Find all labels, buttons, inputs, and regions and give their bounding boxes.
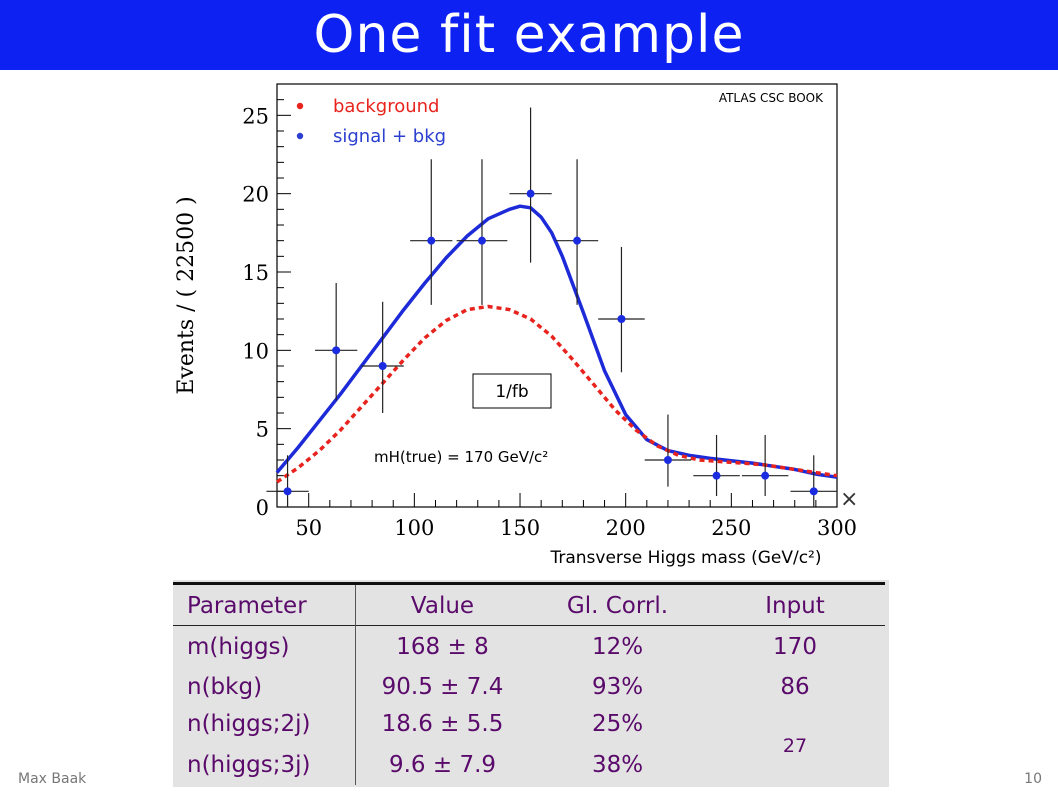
row-correlation: 93% — [591, 674, 644, 700]
x-axis-label: Transverse Higgs mass (GeV/c²) — [549, 548, 821, 568]
row-param: m(higgs) — [187, 634, 290, 660]
true-mass-label: mH(true) = 170 GeV/c² — [374, 448, 548, 466]
data-point — [663, 456, 672, 464]
footer-page-number: 10 — [1024, 771, 1042, 787]
row-value: 9.6 ± 7.9 — [388, 752, 497, 778]
background-curve — [276, 304, 838, 484]
data-point — [427, 236, 436, 245]
y-tick-label: 0 — [256, 496, 269, 520]
luminosity-box — [472, 373, 552, 409]
footer-author: Max Baak — [18, 771, 87, 787]
row-correlation: 25% — [591, 711, 644, 737]
table-header-rule — [173, 625, 885, 626]
row-param: n(bkg) — [187, 674, 263, 700]
y-tick-label: 25 — [242, 104, 269, 128]
y-tick-label: 15 — [242, 261, 269, 285]
data-point — [477, 236, 486, 245]
fit-plot: 0 5 10 15 20 25 50 100 150 200 250 300 Events / ( 22… — [174, 83, 858, 568]
luminosity-label: 1/fb — [495, 382, 528, 402]
row-param: n(higgs;3j) — [187, 752, 311, 778]
table-top-rule — [173, 582, 885, 585]
plot-frame — [276, 83, 838, 508]
data-point — [378, 362, 387, 370]
row-value: 18.6 ± 5.5 — [381, 711, 504, 737]
row-correlation: 38% — [591, 752, 644, 778]
x-tick-label: 100 — [394, 516, 434, 540]
row-value: 90.5 ± 7.4 — [381, 674, 504, 700]
x-tick-label: 150 — [500, 516, 540, 540]
header-parameter: Parameter — [187, 593, 307, 619]
legend-label: signal + bkg — [333, 126, 446, 147]
data-point — [712, 471, 721, 480]
data-point — [283, 487, 292, 496]
title-bar — [0, 0, 1058, 70]
row-value: 168 ± 8 — [396, 634, 489, 660]
x-tick-label: 50 — [295, 516, 322, 540]
y-axis-label: Events / ( 22500 ) — [174, 196, 199, 394]
data-point — [761, 471, 770, 480]
x-tick-label: 250 — [711, 516, 751, 540]
data-point — [332, 346, 341, 355]
y-tick-label: 10 — [242, 339, 269, 363]
legend-bullet — [296, 102, 304, 110]
x-tick-label: 200 — [606, 516, 646, 540]
row-input: 86 — [780, 674, 810, 700]
data-point — [526, 189, 535, 198]
legend-label: background — [333, 96, 439, 117]
row-param: n(higgs;2j) — [187, 711, 311, 737]
signal-plus-bkg-curve — [275, 204, 838, 479]
header-correlation: Gl. Corrl. — [566, 593, 669, 619]
slide-title: One fit example — [313, 5, 745, 65]
y-tick-label: 5 — [256, 418, 269, 442]
table-column-divider — [355, 585, 356, 785]
y-tick-label: 20 — [242, 183, 269, 207]
legend-bullet — [296, 132, 304, 140]
axis-multiplier-mark: × — [840, 487, 858, 512]
merged-input-cell: 27 — [782, 735, 808, 757]
corner-label: ATLAS CSC BOOK — [719, 91, 824, 105]
data-point — [573, 236, 582, 245]
header-input: Input — [765, 593, 825, 619]
row-input: 170 — [773, 634, 817, 660]
header-value: Value — [410, 593, 475, 619]
x-tick-label: 300 — [817, 516, 857, 540]
fit-results-table — [173, 580, 889, 787]
data-point — [617, 315, 626, 323]
row-correlation: 12% — [591, 634, 644, 660]
data-point — [809, 487, 818, 496]
